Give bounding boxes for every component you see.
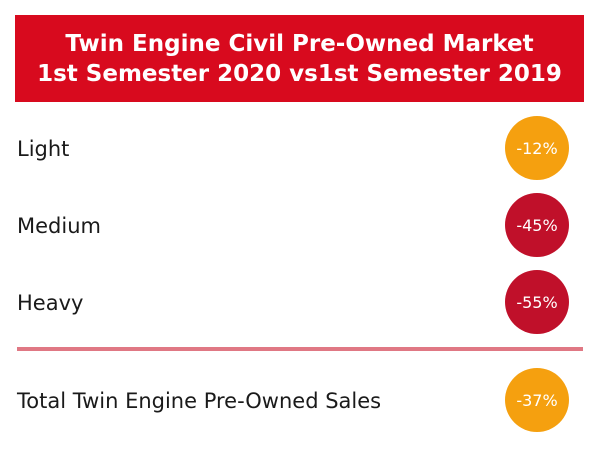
- row-label-heavy: Heavy: [17, 291, 84, 315]
- badge-light: -12%: [505, 116, 569, 180]
- row-label-light: Light: [17, 137, 70, 161]
- row-label-total: Total Twin Engine Pre-Owned Sales: [17, 389, 382, 413]
- title-line-1: Twin Engine Civil Pre-Owned Market: [65, 30, 534, 57]
- badge-total-value: -37%: [516, 390, 558, 410]
- title-line-2: 1st Semester 2020 vs1st Semester 2019: [37, 60, 562, 87]
- badge-medium-value: -45%: [516, 215, 558, 235]
- badge-heavy: -55%: [505, 270, 569, 334]
- badge-heavy-value: -55%: [516, 292, 558, 312]
- badge-medium: -45%: [505, 193, 569, 257]
- badge-light-value: -12%: [516, 138, 558, 158]
- badge-total: -37%: [505, 368, 569, 432]
- row-label-medium: Medium: [17, 214, 101, 238]
- divider: [17, 347, 583, 351]
- header-banner: Twin Engine Civil Pre-Owned Market 1st S…: [15, 15, 584, 102]
